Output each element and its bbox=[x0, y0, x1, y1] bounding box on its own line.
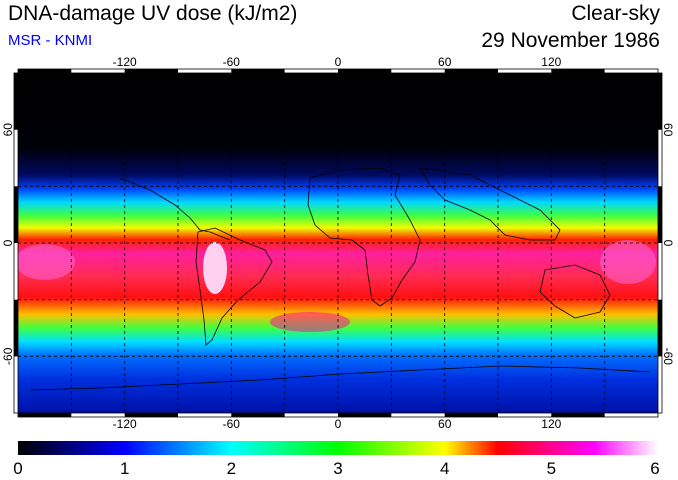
lat-label-right: 60 bbox=[661, 123, 675, 137]
lat-label-right: -60 bbox=[661, 348, 675, 366]
lon-label-top: -120 bbox=[113, 55, 137, 69]
lon-label-bottom: 60 bbox=[438, 417, 452, 431]
longitude-labels-top: -120 -60 0 60 120 bbox=[113, 55, 562, 69]
colorbar-label: 3 bbox=[333, 459, 342, 478]
andes-high-dose-patch bbox=[203, 242, 227, 294]
east-pacific-high-patch bbox=[600, 240, 656, 284]
lon-label-bottom: -60 bbox=[223, 417, 241, 431]
asia-coast bbox=[419, 167, 561, 241]
australia-coast bbox=[539, 264, 611, 319]
colorbar-label: 4 bbox=[440, 459, 449, 478]
lon-label-bottom: 120 bbox=[541, 417, 561, 431]
lat-label-right: 0 bbox=[661, 240, 675, 247]
date-label: 29 November 1986 bbox=[481, 29, 660, 52]
coastlines bbox=[29, 167, 651, 391]
map-frame bbox=[13, 68, 663, 418]
latitude-labels-left: 60 0 -60 bbox=[1, 123, 15, 365]
sky-condition-label: Clear-sky bbox=[571, 2, 660, 25]
lon-label-top: 120 bbox=[541, 55, 561, 69]
colorbar-labels: 0 1 2 3 4 5 6 bbox=[13, 459, 659, 478]
lon-label-bottom: -120 bbox=[113, 417, 137, 431]
colorbar bbox=[18, 441, 658, 455]
africa-coast bbox=[307, 167, 421, 307]
colorbar-label: 5 bbox=[547, 459, 556, 478]
colorbar-label: 6 bbox=[650, 459, 659, 478]
source-label: MSR - KNMI bbox=[8, 32, 93, 49]
west-pacific-high-patch bbox=[18, 244, 75, 280]
colorbar-label: 1 bbox=[120, 459, 129, 478]
lat-label-left: -60 bbox=[1, 347, 15, 365]
antarctica-coast bbox=[29, 365, 651, 391]
latitude-labels-right: 60 0 -60 bbox=[661, 123, 675, 365]
map-title: DNA-damage UV dose (kJ/m2) bbox=[8, 2, 298, 25]
lon-label-bottom: 0 bbox=[335, 417, 342, 431]
south-america-coast bbox=[195, 227, 273, 346]
graticule bbox=[18, 73, 658, 413]
colorbar-label: 2 bbox=[227, 459, 236, 478]
lon-label-top: -60 bbox=[223, 55, 241, 69]
lat-label-left: 0 bbox=[1, 239, 15, 246]
south-atlantic-band bbox=[270, 312, 350, 332]
colorbar-label: 0 bbox=[13, 459, 22, 478]
lat-label-left: 60 bbox=[1, 123, 15, 137]
longitude-labels-bottom: -120 -60 0 60 120 bbox=[113, 417, 562, 431]
north-america-coast bbox=[119, 177, 231, 241]
lon-label-top: 0 bbox=[335, 55, 342, 69]
lon-label-top: 60 bbox=[438, 55, 452, 69]
